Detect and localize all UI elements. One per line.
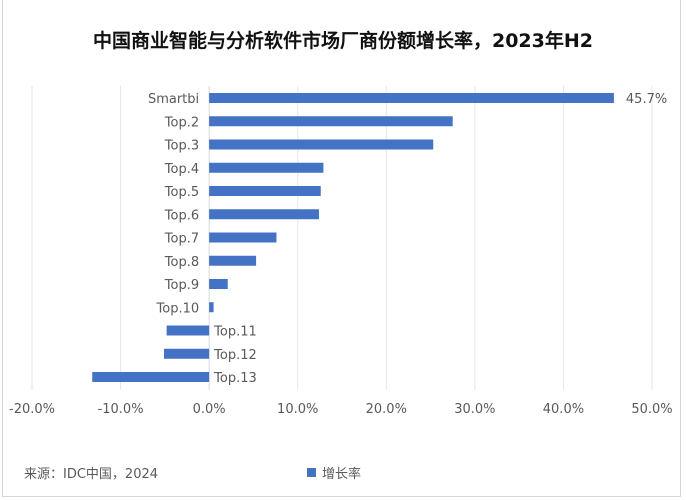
category-label: Top.10 bbox=[156, 301, 200, 316]
x-tick-label: -20.0% bbox=[9, 402, 55, 417]
category-label: Top.7 bbox=[164, 232, 199, 247]
bar bbox=[209, 116, 453, 127]
category-label: Top.13 bbox=[213, 371, 257, 386]
bar bbox=[166, 325, 210, 336]
bar bbox=[92, 372, 210, 382]
chart-title: 中国商业智能与分析软件市场厂商份额增长率，2023年H2 bbox=[92, 30, 593, 52]
bar bbox=[209, 162, 324, 173]
legend-swatch bbox=[307, 468, 316, 477]
category-label: Top.12 bbox=[213, 348, 257, 363]
x-tick-label: 10.0% bbox=[277, 402, 318, 417]
x-tick-label: 30.0% bbox=[454, 402, 495, 417]
data-label: 45.7% bbox=[626, 92, 667, 107]
category-label: Top.3 bbox=[164, 139, 199, 154]
category-label: Top.5 bbox=[164, 185, 199, 200]
bar bbox=[209, 139, 434, 150]
x-tick-label: -10.0% bbox=[98, 402, 144, 417]
bar bbox=[209, 186, 321, 196]
bar bbox=[209, 93, 614, 103]
bar bbox=[163, 348, 210, 359]
x-tick-label: 20.0% bbox=[366, 402, 407, 417]
bar bbox=[209, 255, 257, 266]
category-label: Top.6 bbox=[164, 208, 199, 223]
x-tick-label: 0.0% bbox=[193, 402, 226, 417]
legend: 增长率 bbox=[307, 463, 361, 482]
bar bbox=[209, 209, 319, 220]
category-label: Top.9 bbox=[164, 278, 199, 293]
category-label: Top.11 bbox=[213, 325, 257, 340]
legend-label: 增长率 bbox=[322, 467, 362, 482]
category-label: Top.8 bbox=[164, 255, 199, 270]
bar bbox=[209, 279, 228, 289]
category-label: Top.4 bbox=[164, 162, 199, 177]
bar bbox=[209, 232, 277, 243]
source-note: 来源：IDC中国，2024 bbox=[24, 467, 159, 482]
category-label: Smartbi bbox=[148, 92, 199, 107]
x-tick-label: 40.0% bbox=[543, 402, 584, 417]
category-label: Top.2 bbox=[164, 115, 199, 130]
bar bbox=[209, 302, 214, 313]
x-tick-label: 50.0% bbox=[631, 402, 672, 417]
